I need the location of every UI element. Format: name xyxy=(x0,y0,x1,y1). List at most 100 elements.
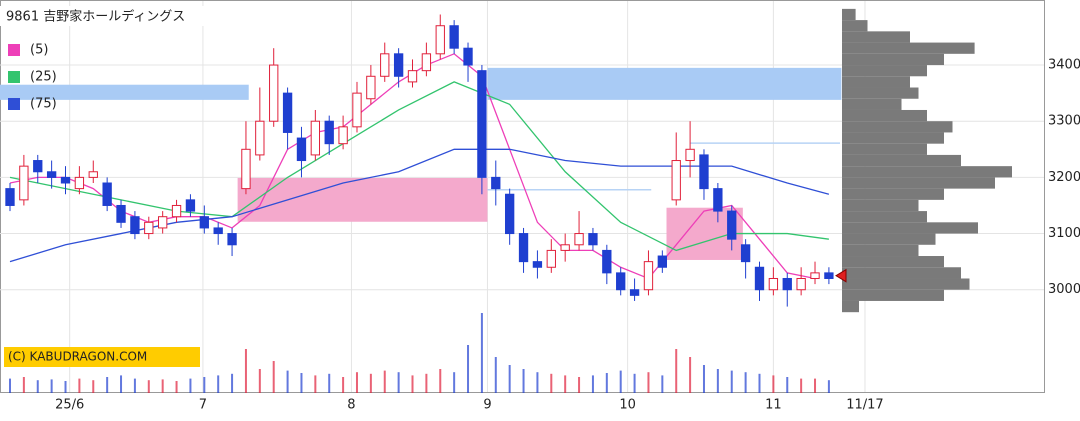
candle-body xyxy=(602,249,612,274)
candle-body xyxy=(19,165,29,201)
profile-bar xyxy=(842,154,961,167)
profile-bar xyxy=(842,65,927,77)
profile-bar xyxy=(842,8,856,21)
profile-bar xyxy=(842,289,944,301)
candle-body xyxy=(560,244,570,251)
volume-bar xyxy=(439,369,442,393)
candle-body xyxy=(463,47,473,66)
y-tick-label: 3100 xyxy=(1048,226,1080,241)
volume-bar xyxy=(217,375,220,393)
candle-body xyxy=(518,233,529,263)
candle-body xyxy=(380,53,390,77)
candle-body xyxy=(421,53,432,72)
price-zone xyxy=(0,84,249,100)
volume-bar xyxy=(78,378,81,393)
legend-swatch xyxy=(8,98,20,110)
profile-bar xyxy=(842,199,919,212)
volume-bar xyxy=(92,380,95,393)
profile-bar xyxy=(842,98,902,110)
volume-bar xyxy=(758,373,761,393)
volume-bar xyxy=(120,375,123,393)
volume-bar xyxy=(397,372,400,393)
candle-body xyxy=(171,204,182,218)
volume-bar xyxy=(147,380,150,393)
volume-bar xyxy=(591,375,594,393)
candle-body xyxy=(296,137,307,162)
volume-bar xyxy=(328,373,331,393)
volume-bar xyxy=(467,345,470,393)
candle-body xyxy=(407,70,418,83)
profile-bar xyxy=(842,42,975,54)
x-tick-label: 11/17 xyxy=(846,398,883,413)
profile-bar xyxy=(842,166,1012,178)
volume-bar xyxy=(64,381,67,393)
volume-bar xyxy=(578,377,581,393)
candle-body xyxy=(657,255,668,268)
profile-bar xyxy=(842,256,944,268)
candle-body xyxy=(671,160,681,201)
candle-body xyxy=(796,277,806,291)
candle-body xyxy=(782,277,792,291)
profile-bar xyxy=(842,132,944,144)
volume-bar xyxy=(814,378,817,393)
volume-bar xyxy=(772,375,775,393)
candle-body xyxy=(491,176,501,190)
candle-body xyxy=(699,154,709,190)
volume-bar xyxy=(508,365,511,393)
profile-bar xyxy=(842,177,995,189)
candle-body xyxy=(310,120,321,156)
volume-bar xyxy=(355,372,358,393)
title-bg xyxy=(0,6,270,26)
legend-label: (5) xyxy=(30,43,48,58)
volume-bar xyxy=(133,378,136,393)
volume-bar xyxy=(744,372,747,393)
volume-bar xyxy=(161,379,164,393)
volume-bar xyxy=(550,373,553,393)
price-zone xyxy=(237,177,488,222)
candle-body xyxy=(435,25,445,55)
volume-bar xyxy=(300,373,303,393)
volume-bar xyxy=(411,375,414,393)
volume-bar xyxy=(258,369,261,393)
candle-body xyxy=(144,221,154,235)
candle-body xyxy=(366,75,376,100)
candle-body xyxy=(546,249,556,268)
volume-bar xyxy=(22,377,25,393)
candle-body xyxy=(130,216,140,235)
candle-body xyxy=(616,272,626,291)
x-tick-label: 7 xyxy=(199,398,207,413)
profile-bar xyxy=(842,109,927,122)
volume-bar xyxy=(536,372,539,393)
candle-body xyxy=(740,244,751,263)
profile-bar xyxy=(842,233,936,245)
volume-bar xyxy=(522,369,525,393)
candle-body xyxy=(5,188,15,206)
volume-bar xyxy=(231,373,234,393)
volume-bar xyxy=(369,373,372,393)
volume-bar xyxy=(106,377,109,393)
candle-body xyxy=(574,233,584,246)
copyright: (C) KABUDRAGON.COM xyxy=(8,350,147,364)
volume-bar xyxy=(383,370,386,393)
candle-body xyxy=(588,233,598,246)
x-tick-label: 8 xyxy=(347,398,355,413)
volume-bar xyxy=(8,378,11,393)
volume-bar xyxy=(647,372,650,393)
profile-bar xyxy=(842,188,944,200)
candle-body xyxy=(449,25,459,49)
volume-bar xyxy=(786,377,789,393)
profile-bar xyxy=(842,300,859,313)
chart-title: 9861 吉野家ホールディングス xyxy=(6,9,185,25)
volume-bar xyxy=(827,380,830,393)
volume-bar xyxy=(244,349,247,393)
profile-bar xyxy=(842,211,927,223)
candle-body xyxy=(824,272,834,279)
y-tick-label: 3400 xyxy=(1048,58,1080,73)
x-tick-label: 11 xyxy=(765,398,782,413)
candle-body xyxy=(768,277,779,291)
candle-body xyxy=(685,148,695,162)
ma-line xyxy=(9,81,829,252)
volume-bar xyxy=(619,370,622,393)
volume-bar xyxy=(480,313,483,393)
profile-bar xyxy=(842,53,944,66)
